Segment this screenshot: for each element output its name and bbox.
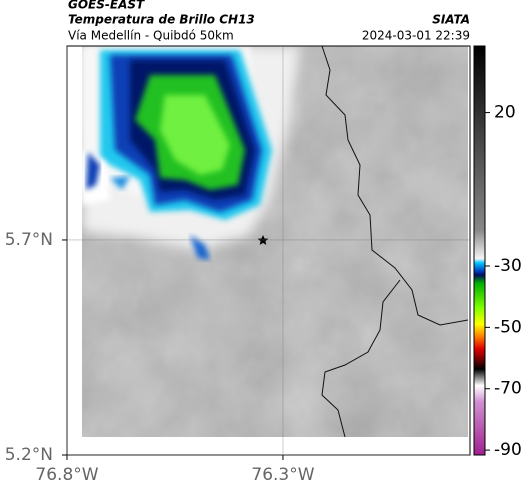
y-tick-label: 5.2°N (5, 445, 53, 465)
x-tick-label: 76.8°W (35, 465, 98, 485)
colorbar-tick-label: -70 (494, 379, 522, 399)
colorbar (473, 45, 486, 456)
satellite-image (82, 46, 468, 437)
colorbar-tick-label: 20 (494, 103, 516, 123)
title: GOES-EAST (68, 0, 145, 12)
y-tick-label: 5.7°N (5, 230, 53, 250)
source: SIATA (432, 13, 470, 27)
subtitle: Temperatura de Brillo CH13 (68, 13, 255, 27)
colorbar-tick-label: -30 (494, 256, 522, 276)
x-tick-label: 76.3°W (251, 465, 314, 485)
route: Vía Medellín - Quibdó 50km (68, 29, 234, 43)
colorbar-tick-label: -90 (494, 440, 522, 460)
colorbar-tick-label: -50 (494, 317, 522, 337)
timestamp: 2024-03-01 22:39 (362, 29, 470, 43)
